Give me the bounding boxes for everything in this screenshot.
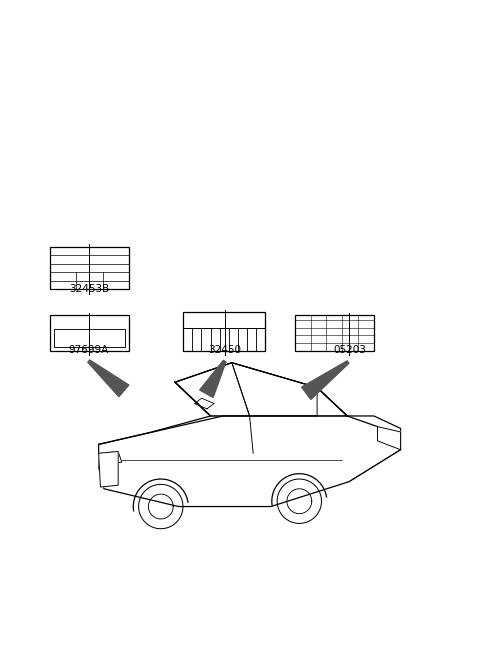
Text: 05203: 05203 <box>333 345 366 356</box>
Bar <box>238 328 247 350</box>
Polygon shape <box>99 451 118 487</box>
Text: 97699A: 97699A <box>69 345 109 356</box>
Polygon shape <box>88 360 129 397</box>
Bar <box>183 328 192 350</box>
Bar <box>50 316 129 350</box>
Bar <box>256 328 265 350</box>
Text: 32450: 32450 <box>208 345 241 356</box>
Bar <box>202 328 211 350</box>
Polygon shape <box>99 451 122 466</box>
Bar <box>211 328 220 350</box>
Polygon shape <box>377 426 400 450</box>
Polygon shape <box>301 361 349 400</box>
Bar <box>247 328 256 350</box>
Bar <box>183 312 265 350</box>
Bar <box>54 329 125 347</box>
Bar <box>192 328 202 350</box>
Polygon shape <box>200 360 226 398</box>
Bar <box>228 328 238 350</box>
Bar <box>295 316 374 350</box>
Text: 32453B: 32453B <box>69 284 109 294</box>
Bar <box>50 247 129 289</box>
Bar <box>220 328 228 350</box>
